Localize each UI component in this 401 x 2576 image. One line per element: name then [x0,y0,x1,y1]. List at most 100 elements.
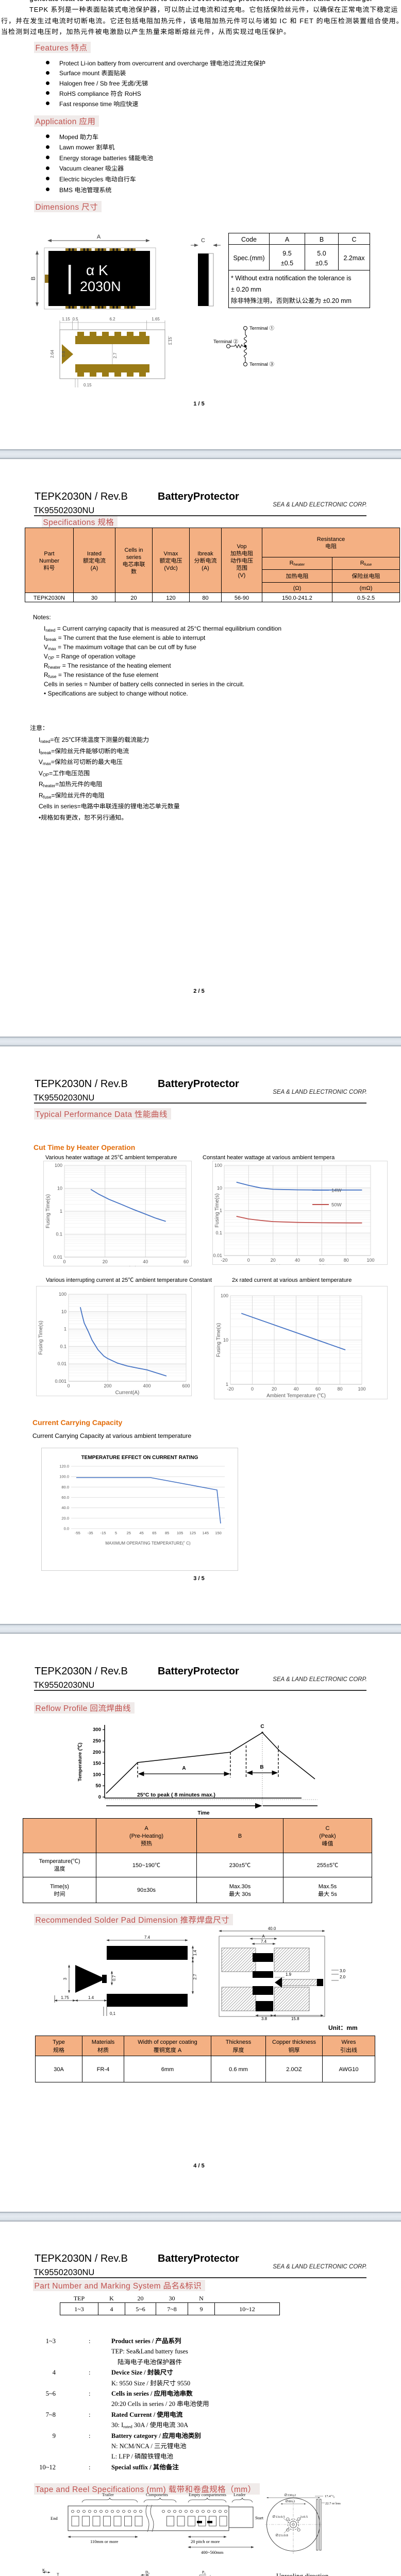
svg-text:200: 200 [93,1748,101,1755]
svg-text:1.15: 1.15 [62,316,70,322]
svg-text:0.15: 0.15 [83,382,92,388]
svg-text:1.4: 1.4 [88,1995,94,2001]
svg-text:40.0: 40.0 [268,1927,276,1931]
svg-text:22.7 or less: 22.7 or less [325,2500,341,2505]
svg-text:5: 5 [115,1530,117,1536]
svg-text:100: 100 [55,1162,62,1168]
svg-text:20.0: 20.0 [61,1515,69,1521]
svg-text:0.1: 0.1 [56,1231,62,1238]
svg-text:Empty compartments: Empty compartments [189,2492,226,2498]
svg-text:0: 0 [67,1382,70,1389]
svg-text:1: 1 [226,1381,228,1387]
svg-text:85: 85 [165,1530,169,1536]
svg-text:1.15: 1.15 [168,337,173,345]
svg-text:Fusing Time(s): Fusing Time(s) [43,1194,51,1228]
svg-text:∅330±2: ∅330±2 [284,2492,296,2497]
svg-text:1.75: 1.75 [61,1995,69,2001]
svg-text:50: 50 [95,1782,101,1789]
svg-text:Ambient Temperature(℃): Ambient Temperature(℃) [269,1262,326,1265]
svg-text:0.1: 0.1 [215,1229,222,1236]
svg-text:200: 200 [104,1382,111,1389]
svg-text:400~560mm: 400~560mm [201,2549,224,2555]
svg-text:Power(W): Power(W) [114,1264,137,1266]
svg-text:100: 100 [214,1162,222,1168]
svg-text:-55: -55 [75,1530,80,1536]
svg-text:14W: 14W [331,1187,342,1194]
svg-text:250: 250 [93,1737,101,1744]
svg-text:10: 10 [217,1184,222,1191]
svg-text:150: 150 [215,1530,222,1536]
svg-text:∅80±1: ∅80±1 [285,2498,295,2503]
svg-text:80.0: 80.0 [61,1484,69,1490]
svg-text:0.1: 0.1 [60,1343,66,1349]
svg-text:MAXIMUM OPERATING TEMPERATURE(: MAXIMUM OPERATING TEMPERATURE(˚ C) [105,1540,191,1546]
svg-text:125: 125 [190,1530,196,1536]
svg-text:20 pitch or more: 20 pitch or more [191,2538,220,2545]
svg-text:100: 100 [221,1292,228,1299]
svg-text:Components: Components [146,2492,168,2498]
svg-text:25: 25 [127,1530,131,1536]
svg-text:End: End [51,2515,58,2521]
svg-text:α K: α K [86,259,108,280]
svg-text:B: B [260,1762,263,1770]
svg-text:145: 145 [203,1530,209,1536]
svg-text:100: 100 [59,1291,66,1297]
svg-text:150: 150 [93,1759,101,1767]
svg-text:20: 20 [272,1385,277,1392]
svg-text:600: 600 [182,1382,190,1389]
svg-text:Current(A): Current(A) [115,1388,140,1396]
svg-text:105: 105 [177,1530,183,1536]
svg-text:∅21±0.8: ∅21±0.8 [275,2532,288,2537]
svg-text:2.0: 2.0 [340,1974,346,1980]
svg-text:Trailer: Trailer [102,2492,114,2498]
svg-text:D₀: D₀ [145,2569,149,2575]
svg-text:-20: -20 [227,1385,233,1392]
svg-text:20: 20 [103,1258,108,1265]
svg-text:TEMPERATURE EFFECT ON CURRENT: TEMPERATURE EFFECT ON CURRENT RATING [81,1453,198,1461]
svg-text:60: 60 [183,1258,189,1265]
svg-text:40: 40 [293,1385,298,1392]
svg-text:2.7: 2.7 [112,352,118,359]
svg-text:7.4: 7.4 [144,1935,151,1940]
svg-text:6.2: 6.2 [109,316,115,322]
svg-text:0.01: 0.01 [213,1252,222,1259]
svg-text:0,1: 0,1 [110,2011,116,2016]
svg-text:80: 80 [344,1257,349,1263]
svg-text:3.0: 3.0 [340,1968,346,1974]
svg-text:10: 10 [61,1308,66,1315]
svg-text:0.7: 0.7 [111,1975,117,1981]
svg-text:2.7: 2.7 [192,1974,198,1980]
svg-text:100.0: 100.0 [59,1474,69,1480]
svg-text:25°C to peak ( 8 minutes max.): 25°C to peak ( 8 minutes max.) [137,1791,215,1799]
svg-text:10: 10 [57,1185,62,1192]
svg-text:0.01: 0.01 [57,1360,66,1367]
svg-text:60.0: 60.0 [61,1495,69,1500]
svg-text:80: 80 [337,1385,342,1392]
svg-text:K₀: K₀ [42,2568,46,2573]
svg-text:400: 400 [143,1382,151,1389]
svg-text:1: 1 [220,1207,222,1214]
svg-text:3: 3 [62,1977,68,1980]
svg-text:P₀: P₀ [202,2569,206,2575]
svg-text:B: B [29,277,37,280]
svg-text:Fusing Time(s): Fusing Time(s) [212,1193,220,1227]
svg-text:100: 100 [93,1770,101,1777]
svg-text:Terminal ③: Terminal ③ [249,360,275,367]
svg-text:2±0.5: 2±0.5 [300,2514,308,2519]
svg-text:∅13±0.5: ∅13±0.5 [272,2514,285,2519]
svg-text:17.4⁺²₀: 17.4⁺²₀ [325,2493,335,2498]
svg-text:Terminal ②: Terminal ② [213,337,239,345]
svg-text:20: 20 [271,1257,276,1263]
svg-text:0: 0 [247,1257,250,1263]
svg-text:Leader: Leader [233,2492,246,2498]
svg-text:0.8: 0.8 [61,351,66,357]
svg-text:Time: Time [197,1808,210,1816]
svg-text:-35: -35 [88,1530,93,1536]
svg-text:110mm or more: 110mm or more [90,2538,119,2545]
svg-text:65: 65 [152,1530,156,1536]
svg-text:1.65: 1.65 [152,316,160,322]
svg-text:120.0: 120.0 [59,1464,69,1469]
svg-text:2.64: 2.64 [49,350,55,358]
svg-text:10: 10 [223,1336,228,1343]
svg-text:50W: 50W [331,1201,342,1208]
